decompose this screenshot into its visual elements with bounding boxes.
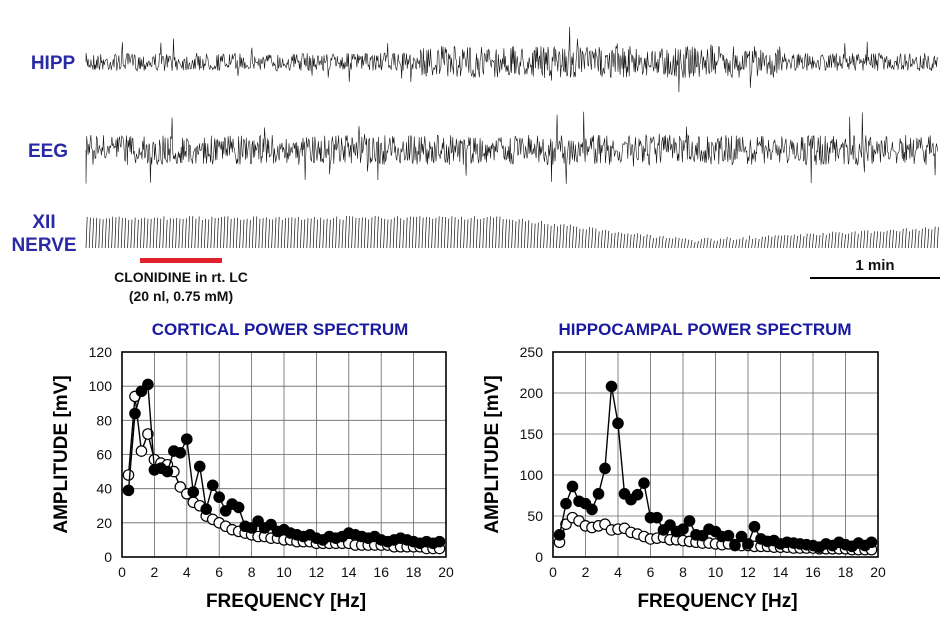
x-tick-label: 0 [549,564,557,580]
data-point-filled [553,529,566,541]
drug-label-line2: (20 nl, 0.75 mM) [128,288,234,304]
data-point-filled [122,484,135,497]
data-point-filled [433,535,446,548]
y-tick-label: 150 [520,426,544,442]
time-scale-label: 1 min [855,257,895,274]
plot-frame [552,351,879,558]
data-point-filled [735,530,748,543]
x-tick-label: 20 [870,564,886,580]
xii-label-line1: XII [32,212,56,233]
plot-frame [121,351,447,558]
x-tick-label: 10 [276,564,292,580]
eeg-trace [85,111,939,184]
x-tick-label: 8 [248,564,256,580]
x-tick-label: 8 [679,564,687,580]
data-point-filled [677,523,689,535]
data-point-filled [865,536,878,549]
y-tick-label: 50 [527,508,543,524]
x-tick-label: 14 [773,564,789,580]
x-tick-label: 18 [406,564,422,580]
y-tick-label: 120 [89,344,113,360]
data-point-filled [213,491,225,504]
y-axis-label: AMPLITUDE [mV] [51,375,72,533]
y-tick-label: 100 [89,378,113,394]
y-tick-label: 100 [520,467,544,483]
data-point-filled [631,488,644,501]
data-point-filled [174,446,187,459]
data-point-filled [592,488,605,500]
y-tick-label: 200 [520,385,544,401]
chart-1: 0 2 4 6 8 10 12 14 16 18 20050100150200250FREQUENC… [482,344,886,612]
x-tick-label: 6 [647,564,655,580]
data-point-filled [612,417,624,430]
x-tick-label: 4 [614,564,622,580]
data-point-filled [206,479,219,492]
x-tick-label: 20 [438,564,454,580]
x-tick-label: 2 [582,564,590,580]
data-point-filled [605,380,618,393]
hipp-label: HIPP [30,53,76,74]
x-tick-label: 12 [309,564,325,580]
x-tick-label: 0 [118,564,126,580]
data-point-filled [748,520,761,533]
drug-label-line1: CLONIDINE in rt. LC [114,269,248,285]
y-tick-label: 80 [96,412,112,428]
x-tick-label: 2 [151,564,159,580]
data-point-filled [683,515,696,527]
data-point-filled [651,511,663,524]
data-point-open [135,445,148,457]
x-tick-label: 10 [708,564,724,580]
data-point-filled [729,539,741,552]
data-point-filled [638,477,650,489]
xii-label-line2: NERVE [11,235,77,256]
y-axis-label: AMPLITUDE [mV] [482,375,503,533]
data-point-filled [722,529,735,542]
data-point-filled [142,378,154,391]
data-point-filled [232,501,245,514]
y-tick-label: 40 [96,481,112,497]
x-tick-label: 14 [341,564,357,580]
hippocampal-chart-title: HIPPOCAMPAL POWER SPECTRUM [558,320,852,339]
drug-label: CLONIDINE in rt. LC (20 nl, 0.75 mM) [96,268,266,306]
x-tick-label: 16 [373,564,389,580]
data-point-open [142,428,154,440]
data-point-filled [181,433,193,445]
y-tick-label: 0 [535,549,543,565]
data-point-filled [586,503,598,516]
time-scale-bar [810,277,940,279]
data-point-filled [129,407,141,420]
x-tick-label: 18 [838,564,854,580]
data-point-filled [599,462,611,475]
x-tick-label: 6 [215,564,223,580]
xii-nerve-trace [85,215,939,249]
data-point-filled [200,503,213,515]
x-tick-label: 16 [805,564,821,580]
xii-nerve-label: XII NERVE [6,211,82,257]
cortical-chart-title: CORTICAL POWER SPECTRUM [151,320,409,339]
traces-panel [85,26,939,249]
eeg-label: EEG [27,141,69,162]
x-axis-label: FREQUENCY [Hz] [637,591,797,612]
x-tick-label: 4 [183,564,191,580]
data-point-filled [187,486,200,498]
x-axis-label: FREQUENCY [Hz] [206,591,366,612]
data-point-filled [560,497,572,510]
y-tick-label: 20 [96,515,112,531]
data-point-filled [161,465,174,478]
y-tick-label: 250 [520,344,544,360]
chart-0: 0 2 4 6 8 10 12 14 16 18 20 0 20 40 60 80 100 120 FREQUENC… [51,344,454,612]
drug-application-bar [140,258,222,263]
hipp-trace [85,26,939,93]
data-point-open [122,469,135,481]
y-tick-label: 0 [104,549,112,565]
data-point-filled [566,480,579,493]
y-tick-label: 60 [96,447,112,463]
x-tick-label: 12 [740,564,756,580]
data-point-filled [742,538,754,550]
data-point-filled [193,460,206,473]
